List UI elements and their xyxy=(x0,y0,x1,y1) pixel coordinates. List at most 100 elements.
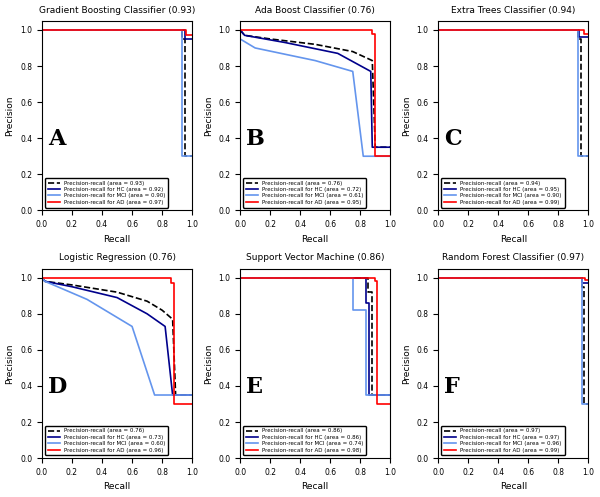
Precision-recall (area = 0.76) xyxy=(241,32,248,38)
Precision-recall (area = 0.76) xyxy=(386,144,394,150)
Text: C: C xyxy=(444,128,462,150)
Precision-recall for HC (area = 0.86) xyxy=(362,275,370,281)
Precision-recall for AD (area = 0.98) xyxy=(373,278,380,284)
Precision-recall for MCI (area = 0.90) xyxy=(178,153,185,159)
Line: Precision-recall (area = 0.97): Precision-recall (area = 0.97) xyxy=(438,278,589,404)
Title: Random Forest Classifier (0.97): Random Forest Classifier (0.97) xyxy=(442,253,584,262)
Line: Precision-recall (area = 0.76): Precision-recall (area = 0.76) xyxy=(42,278,192,395)
Precision-recall for HC (area = 0.95) xyxy=(434,27,442,33)
Text: E: E xyxy=(246,376,263,398)
Y-axis label: Precision: Precision xyxy=(5,343,14,384)
Precision-recall (area = 0.76) xyxy=(188,392,196,398)
Precision-recall (area = 0.76) xyxy=(169,316,176,322)
Line: Precision-recall for HC (area = 0.73): Precision-recall for HC (area = 0.73) xyxy=(42,278,192,395)
Precision-recall for HC (area = 0.73) xyxy=(169,392,176,398)
Y-axis label: Precision: Precision xyxy=(402,95,411,136)
Line: Precision-recall for MCI (area = 0.60): Precision-recall for MCI (area = 0.60) xyxy=(42,278,192,395)
Precision-recall for AD (area = 0.98) xyxy=(373,401,380,407)
Precision-recall for MCI (area = 0.61) xyxy=(311,58,319,64)
Precision-recall for AD (area = 0.95) xyxy=(368,30,376,36)
Precision-recall for HC (area = 0.95) xyxy=(576,34,583,40)
Precision-recall (area = 0.86) xyxy=(364,289,371,295)
Precision-recall for HC (area = 0.86) xyxy=(236,275,244,281)
Line: Precision-recall for HC (area = 0.86): Precision-recall for HC (area = 0.86) xyxy=(240,278,390,395)
Precision-recall for HC (area = 0.97) xyxy=(585,280,592,286)
Precision-recall (area = 0.93) xyxy=(181,153,188,159)
Line: Precision-recall for HC (area = 0.95): Precision-recall for HC (area = 0.95) xyxy=(438,30,589,37)
Precision-recall for AD (area = 0.95) xyxy=(386,153,394,159)
Precision-recall (area = 0.94) xyxy=(577,36,584,42)
Precision-recall for HC (area = 0.97) xyxy=(579,280,586,286)
Precision-recall (area = 0.76) xyxy=(41,278,49,284)
Precision-recall for HC (area = 0.86) xyxy=(365,300,373,306)
Precision-recall for AD (area = 0.96) xyxy=(188,401,196,407)
Precision-recall for HC (area = 0.95) xyxy=(585,34,592,40)
X-axis label: Recall: Recall xyxy=(103,235,131,244)
Y-axis label: Precision: Precision xyxy=(204,95,213,136)
Precision-recall for AD (area = 0.99) xyxy=(581,276,588,282)
Precision-recall for MCI (area = 0.74) xyxy=(236,275,244,281)
Precision-recall for MCI (area = 0.60) xyxy=(128,324,136,330)
Legend: Precision-recall (area = 0.94), Precision-recall for HC (area = 0.95), Precision: Precision-recall (area = 0.94), Precisio… xyxy=(441,178,565,208)
Line: Precision-recall for HC (area = 0.72): Precision-recall for HC (area = 0.72) xyxy=(240,30,390,147)
Precision-recall (area = 0.97) xyxy=(585,401,592,407)
Precision-recall for MCI (area = 0.60) xyxy=(38,275,46,281)
Y-axis label: Precision: Precision xyxy=(402,343,411,384)
Precision-recall for HC (area = 0.73) xyxy=(113,295,121,301)
Precision-recall for MCI (area = 0.90) xyxy=(38,27,46,33)
Line: Precision-recall for MCI (area = 0.74): Precision-recall for MCI (area = 0.74) xyxy=(240,278,390,395)
Precision-recall for MCI (area = 0.90) xyxy=(178,27,185,33)
Title: Support Vector Machine (0.86): Support Vector Machine (0.86) xyxy=(246,253,385,262)
Line: Precision-recall (area = 0.86): Precision-recall (area = 0.86) xyxy=(240,278,390,395)
Line: Precision-recall for MCI (area = 0.90): Precision-recall for MCI (area = 0.90) xyxy=(438,30,589,156)
Precision-recall for AD (area = 0.98) xyxy=(386,401,394,407)
Precision-recall for MCI (area = 0.60) xyxy=(41,278,49,284)
Precision-recall for MCI (area = 0.61) xyxy=(349,69,356,75)
Line: Precision-recall for AD (area = 0.99): Precision-recall for AD (area = 0.99) xyxy=(438,30,589,33)
Precision-recall for AD (area = 0.99) xyxy=(581,275,588,281)
Precision-recall (area = 0.97) xyxy=(580,401,587,407)
X-axis label: Recall: Recall xyxy=(103,483,131,492)
Precision-recall for MCI (area = 0.96) xyxy=(579,275,586,281)
Precision-recall (area = 0.93) xyxy=(178,36,185,42)
Precision-recall for AD (area = 0.96) xyxy=(167,275,175,281)
Precision-recall for HC (area = 0.73) xyxy=(188,392,196,398)
Precision-recall for AD (area = 0.96) xyxy=(170,401,178,407)
Precision-recall for MCI (area = 0.90) xyxy=(434,27,442,33)
Precision-recall (area = 0.97) xyxy=(579,275,586,281)
Precision-recall (area = 0.76) xyxy=(38,275,46,281)
Precision-recall for HC (area = 0.72) xyxy=(386,144,394,150)
Precision-recall for MCI (area = 0.90) xyxy=(574,27,581,33)
Text: B: B xyxy=(246,128,265,150)
Precision-recall for MCI (area = 0.90) xyxy=(585,153,592,159)
Precision-recall for HC (area = 0.72) xyxy=(367,69,374,75)
Precision-recall (area = 0.86) xyxy=(368,289,376,295)
Precision-recall (area = 0.76) xyxy=(143,298,151,304)
Precision-recall for AD (area = 0.99) xyxy=(585,30,592,36)
Precision-recall (area = 0.93) xyxy=(181,36,188,42)
Text: D: D xyxy=(48,376,67,398)
Precision-recall for AD (area = 0.98) xyxy=(371,275,379,281)
Precision-recall for AD (area = 0.99) xyxy=(434,275,442,281)
Line: Precision-recall (area = 0.94): Precision-recall (area = 0.94) xyxy=(438,30,589,156)
Line: Precision-recall for AD (area = 0.99): Precision-recall for AD (area = 0.99) xyxy=(438,278,589,279)
Precision-recall (area = 0.93) xyxy=(178,27,185,33)
Precision-recall for AD (area = 0.98) xyxy=(371,278,379,284)
Precision-recall for HC (area = 0.72) xyxy=(368,144,376,150)
Line: Precision-recall for HC (area = 0.92): Precision-recall for HC (area = 0.92) xyxy=(42,30,192,39)
Precision-recall for HC (area = 0.72) xyxy=(236,27,244,33)
Precision-recall for AD (area = 0.97) xyxy=(182,32,190,38)
Precision-recall for AD (area = 0.98) xyxy=(236,275,244,281)
Precision-recall for AD (area = 0.99) xyxy=(434,27,442,33)
Precision-recall (area = 0.97) xyxy=(579,284,586,290)
Line: Precision-recall for MCI (area = 0.96): Precision-recall for MCI (area = 0.96) xyxy=(438,278,589,404)
Line: Precision-recall (area = 0.93): Precision-recall (area = 0.93) xyxy=(42,30,192,156)
Precision-recall (area = 0.76) xyxy=(172,392,179,398)
Precision-recall (area = 0.86) xyxy=(236,275,244,281)
Y-axis label: Precision: Precision xyxy=(204,343,213,384)
Line: Precision-recall for AD (area = 0.95): Precision-recall for AD (area = 0.95) xyxy=(240,30,390,156)
Precision-recall (area = 0.76) xyxy=(266,36,274,42)
Title: Ada Boost Classifier (0.76): Ada Boost Classifier (0.76) xyxy=(255,5,375,14)
Line: Precision-recall for AD (area = 0.98): Precision-recall for AD (area = 0.98) xyxy=(240,278,390,404)
Legend: Precision-recall (area = 0.76), Precision-recall for HC (area = 0.72), Precision: Precision-recall (area = 0.76), Precisio… xyxy=(243,178,367,208)
